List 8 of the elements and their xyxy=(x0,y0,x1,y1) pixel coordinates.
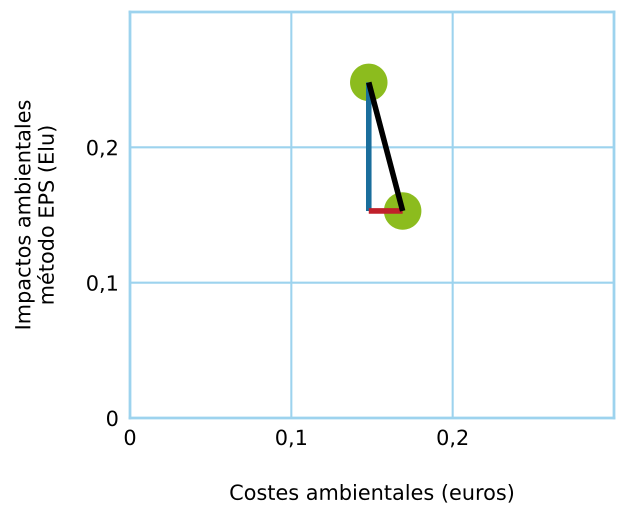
x-tick-label: 0,1 xyxy=(276,429,306,448)
y-tick-label: 0 xyxy=(107,410,118,426)
y-tick-label: 0,2 xyxy=(87,140,117,158)
y-axis-title: Impactos ambientales método EPS (Elu) xyxy=(14,100,56,328)
x-axis-title: Costes ambientales (euros) xyxy=(230,484,514,503)
x-tick-label: 0,2 xyxy=(437,429,468,448)
x-tick-label: 0 xyxy=(124,429,136,446)
y-tick-label: 0,1 xyxy=(87,275,117,294)
